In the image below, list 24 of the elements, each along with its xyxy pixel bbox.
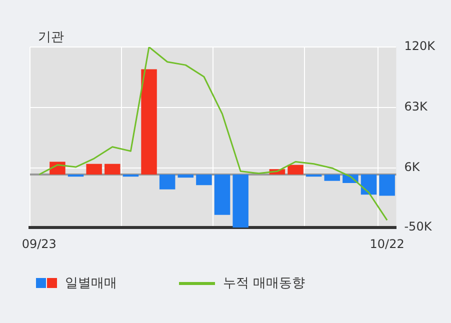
bar [141, 69, 157, 174]
bar [196, 174, 212, 186]
bar [178, 174, 194, 178]
legend-label: 일별매매 [65, 275, 117, 292]
legend-label: 누적 매매동향 [223, 275, 306, 292]
bar [288, 164, 304, 174]
bar [324, 174, 340, 181]
bar [306, 174, 322, 177]
bar [360, 174, 377, 195]
bar [68, 174, 84, 177]
y-tick-label: 63K [404, 100, 428, 114]
bar [104, 164, 120, 174]
y-tick-label: 6K [404, 160, 421, 174]
bar [159, 174, 176, 190]
y-tick-label: 120K [404, 39, 436, 54]
chart-title: 기관 [38, 29, 64, 46]
bar [379, 174, 395, 196]
x-tick-label: 09/23 [22, 236, 56, 251]
x-tick-label: 10/22 [370, 236, 404, 251]
bar [232, 174, 248, 228]
bar [122, 174, 139, 177]
y-tick-label: -50K [404, 220, 433, 234]
bar [214, 174, 230, 215]
bar [86, 164, 102, 174]
